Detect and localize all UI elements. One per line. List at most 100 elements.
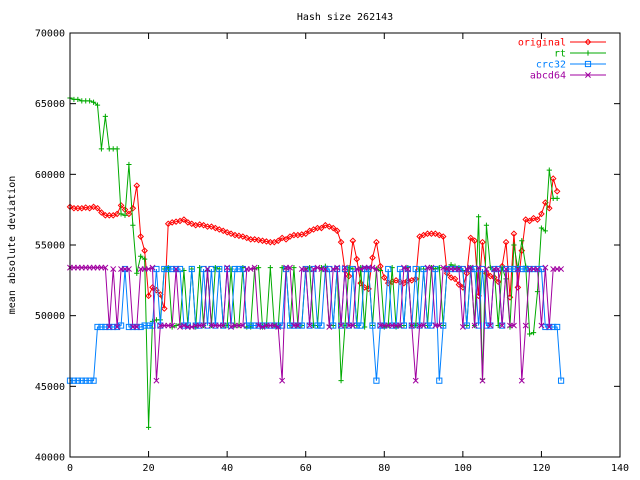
- plot-series: [66, 95, 565, 430]
- data-point-abcd64: [294, 322, 301, 329]
- data-point-original: [141, 247, 148, 254]
- data-point-rt: [87, 98, 93, 104]
- data-point-crc32: [204, 322, 211, 329]
- data-point-original: [200, 221, 207, 229]
- data-point-original: [239, 233, 247, 240]
- data-point-original: [145, 292, 152, 300]
- data-point-crc32: [200, 265, 207, 273]
- data-point-abcd64: [510, 322, 517, 329]
- data-point-abcd64: [357, 266, 364, 272]
- data-point-crc32: [98, 323, 105, 331]
- data-point-original: [459, 284, 467, 291]
- y-tick-label: 60000: [35, 170, 65, 181]
- data-point-original: [188, 220, 196, 228]
- data-point-crc32: [90, 377, 97, 384]
- data-point-crc32: [314, 322, 321, 329]
- data-point-rt: [554, 195, 560, 201]
- data-point-abcd64: [275, 324, 282, 330]
- series-line-crc32: [70, 268, 562, 382]
- data-point-rt: [377, 267, 383, 274]
- data-point-abcd64: [169, 322, 176, 329]
- data-point-original: [255, 236, 262, 244]
- data-point-abcd64: [287, 264, 293, 271]
- data-point-crc32: [243, 322, 250, 329]
- data-point-original: [396, 278, 404, 286]
- data-point-rt: [75, 96, 81, 103]
- data-point-crc32: [149, 322, 156, 329]
- data-point-abcd64: [220, 322, 227, 329]
- data-point-original: [302, 230, 310, 238]
- data-point-original: [274, 237, 282, 245]
- data-point-original: [259, 237, 266, 245]
- data-point-original: [329, 224, 337, 232]
- data-point-rt: [90, 99, 97, 105]
- data-point-original: [549, 175, 557, 182]
- data-point-rt: [538, 225, 545, 231]
- data-point-crc32: [412, 265, 419, 273]
- legend-label-crc32: crc32: [536, 60, 566, 71]
- data-point-abcd64: [334, 264, 341, 271]
- data-point-original: [196, 221, 203, 228]
- data-point-rt: [173, 322, 179, 329]
- data-point-abcd64: [153, 377, 160, 384]
- data-point-crc32: [557, 377, 565, 384]
- data-point-original: [439, 233, 447, 240]
- data-point-abcd64: [408, 322, 415, 329]
- data-point-original: [125, 210, 133, 218]
- data-point-original: [502, 238, 510, 246]
- data-point-crc32: [208, 265, 215, 273]
- data-point-abcd64: [459, 324, 466, 330]
- data-point-crc32: [78, 377, 85, 384]
- data-point-original: [98, 209, 105, 216]
- data-point-original: [514, 284, 522, 291]
- data-point-crc32: [188, 265, 195, 273]
- data-point-crc32: [369, 322, 376, 329]
- data-point-abcd64: [251, 264, 258, 271]
- data-point-original: [553, 187, 561, 195]
- data-point-original: [133, 182, 141, 189]
- data-point-abcd64: [149, 264, 156, 271]
- data-point-original: [490, 274, 498, 281]
- data-point-crc32: [506, 265, 514, 273]
- legend-marker-abcd64: [585, 72, 591, 78]
- data-point-original: [90, 203, 97, 211]
- data-point-crc32: [424, 322, 431, 329]
- data-point-abcd64: [247, 266, 254, 272]
- series-line-original: [69, 178, 558, 309]
- data-point-original: [94, 204, 101, 212]
- series-abcd64: [67, 264, 565, 384]
- data-point-crc32: [247, 322, 254, 329]
- data-point-original: [345, 272, 353, 280]
- data-point-rt: [542, 228, 548, 234]
- legend-marker-rt: [585, 50, 591, 56]
- data-point-abcd64: [463, 266, 470, 272]
- data-point-original: [487, 272, 494, 280]
- data-point-abcd64: [330, 266, 337, 272]
- data-point-abcd64: [467, 264, 474, 271]
- data-point-abcd64: [114, 324, 121, 330]
- data-point-original: [231, 231, 239, 239]
- data-point-rt: [98, 146, 105, 152]
- data-point-original: [534, 216, 541, 223]
- data-point-crc32: [385, 265, 392, 273]
- data-point-crc32: [165, 265, 172, 273]
- data-point-crc32: [235, 265, 243, 273]
- data-point-crc32: [357, 322, 364, 329]
- data-point-rt: [519, 238, 525, 244]
- data-point-crc32: [353, 322, 360, 329]
- data-point-original: [318, 224, 325, 232]
- data-point-crc32: [475, 322, 482, 329]
- data-point-abcd64: [322, 266, 329, 272]
- data-point-original: [435, 231, 443, 239]
- data-point-original: [447, 274, 455, 281]
- data-point-original: [369, 254, 376, 262]
- data-point-crc32: [169, 265, 176, 273]
- x-tick-label: 40: [221, 463, 233, 474]
- data-point-abcd64: [204, 266, 211, 272]
- data-point-crc32: [125, 323, 133, 331]
- data-point-original: [282, 236, 290, 243]
- y-axis-label: mean absolute deviation: [7, 176, 18, 314]
- data-point-original: [227, 230, 235, 238]
- data-point-rt: [338, 378, 344, 384]
- data-point-abcd64: [400, 264, 407, 271]
